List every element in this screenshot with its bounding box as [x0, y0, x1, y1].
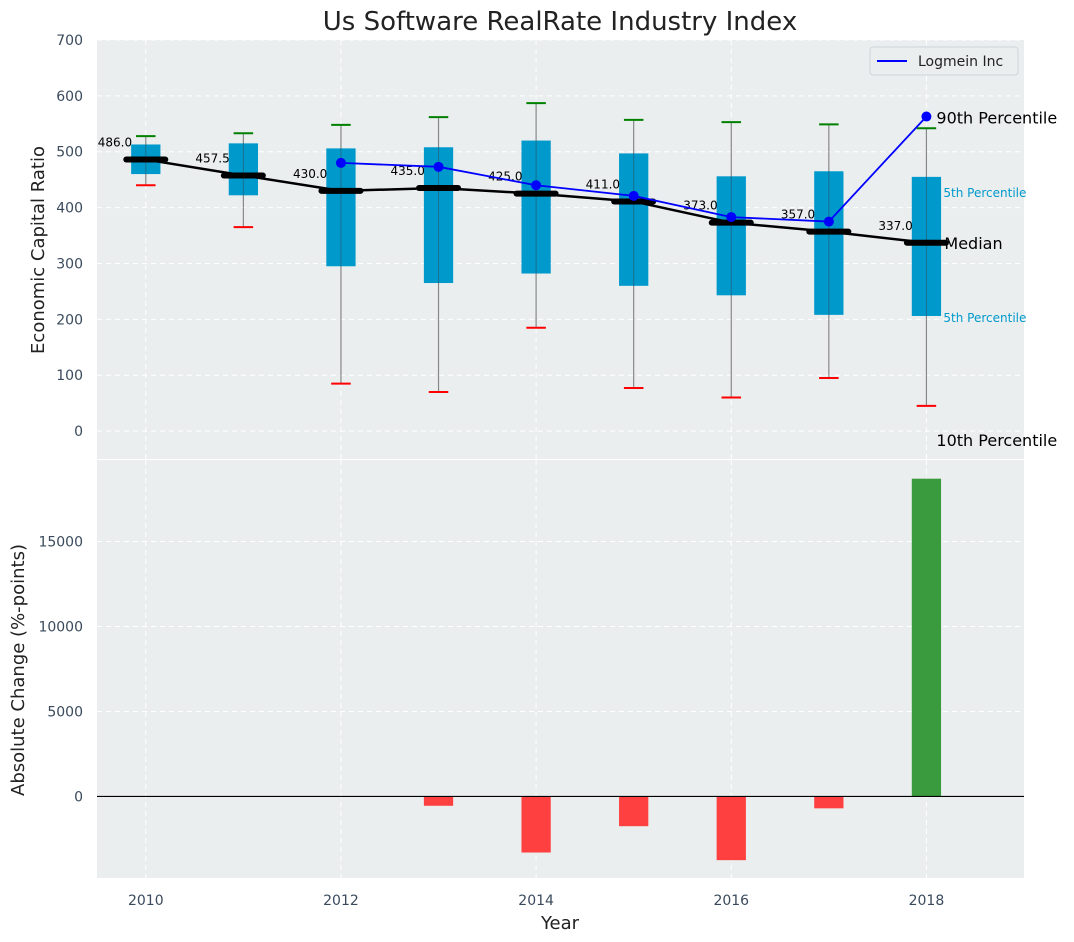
bottom-plot-background: [97, 460, 1024, 878]
top-y-tick-label: 300: [56, 256, 83, 272]
company-point: [433, 161, 444, 172]
x-axis-label: Year: [540, 913, 580, 934]
bottom-panel: 0 5000 10000 15000 2010 2012 2014 2016 2018: [38, 460, 1024, 909]
top-y-tick-label: 600: [56, 89, 83, 105]
company-point: [335, 157, 346, 168]
annotation-90th-percentile: 90th Percentile: [936, 109, 1057, 128]
company-point: [531, 180, 542, 191]
legend: Logmein Inc: [869, 46, 1019, 76]
legend-label: Logmein Inc: [918, 54, 1003, 70]
bottom-y-tick-label: 5000: [47, 704, 83, 720]
bottom-y-tick-label: 0: [74, 789, 83, 805]
median-value-label: 411.0: [586, 177, 620, 191]
x-tick-label: 2010: [128, 893, 164, 909]
bottom-y-tick-label: 10000: [38, 620, 83, 636]
top-y-tick-label: 100: [56, 368, 83, 384]
top-y-axis-label: Economic Capital Ratio: [28, 146, 49, 354]
change-bar: [716, 796, 746, 861]
median-value-label: 425.0: [488, 170, 522, 184]
median-value-label: 337.0: [878, 219, 912, 233]
top-y-tick-label: 500: [56, 145, 83, 161]
company-point: [823, 216, 834, 227]
top-y-tick-label: 200: [56, 312, 83, 328]
median-value-label: 486.0: [98, 136, 132, 150]
chart-title: Us Software RealRate Industry Index: [323, 7, 797, 37]
median-value-label: 435.0: [391, 164, 425, 178]
median-value-label: 457.5: [195, 151, 229, 165]
annotation-upper-box: 5th Percentile: [943, 186, 1026, 200]
x-tick-label: 2014: [518, 893, 554, 909]
top-y-tick-label: 700: [56, 33, 83, 49]
x-tick-label: 2018: [909, 893, 945, 909]
company-point: [921, 111, 932, 122]
x-tick-label: 2016: [713, 893, 749, 909]
x-tick-label: 2012: [323, 893, 359, 909]
top-y-tick-label: 400: [56, 201, 83, 217]
change-bar: [911, 478, 942, 797]
median-value-label: 357.0: [781, 208, 815, 222]
annotation-median: Median: [944, 234, 1002, 253]
top-y-tick-label: 0: [74, 424, 83, 440]
change-bar: [814, 796, 844, 809]
annotation-lower-box: 5th Percentile: [943, 311, 1026, 325]
bottom-y-tick-label: 15000: [38, 535, 83, 551]
top-plot-background: [97, 40, 1024, 459]
company-point: [628, 190, 639, 201]
company-point: [726, 212, 737, 223]
median-value-label: 430.0: [293, 167, 327, 181]
change-bar: [423, 796, 454, 806]
legend-box: [869, 46, 1019, 76]
annotation-10th-percentile: 10th Percentile: [936, 431, 1057, 450]
top-panel: 0 100 200 300 400 500 600 700 486.0 457.5 430.0 435…: [56, 33, 1057, 459]
change-bar: [521, 796, 551, 853]
bottom-y-axis-label: Absolute Change (%-points): [8, 544, 29, 796]
change-bar: [619, 796, 649, 827]
